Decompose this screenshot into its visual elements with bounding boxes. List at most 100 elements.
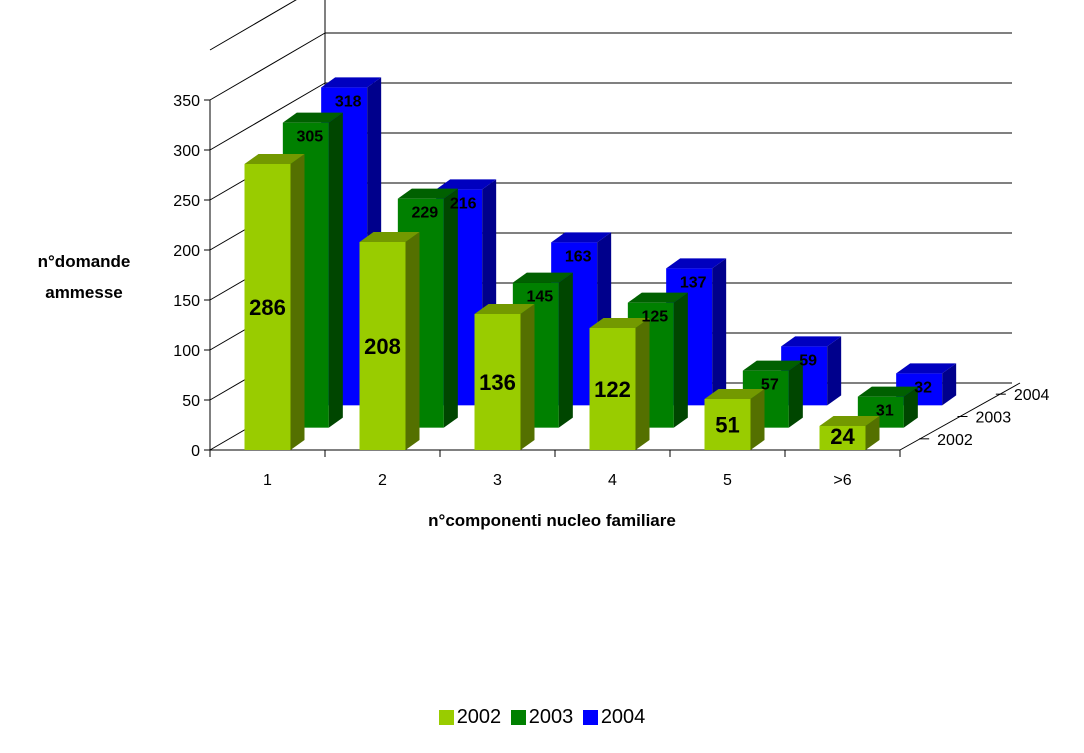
bar-top-face [896,363,957,374]
bar-front-face [704,399,751,450]
legend-swatch-2002 [438,710,454,725]
data-label: 318 [335,93,362,110]
bar-front-face [819,426,866,450]
bar-2002-2 [359,232,420,450]
legend: 2002 2003 2004 [0,706,1084,731]
x-tick-label: >6 [833,472,851,489]
labels: 318 216 163 137 59 32 305 229 145 125 57 31 286 208 13… [249,93,932,449]
data-label: 51 [715,413,739,438]
bar-front-face [589,328,636,450]
bar-side-face [405,232,420,450]
bar-top-face [359,232,420,242]
bar-side-face [712,258,727,406]
data-label: 31 [876,403,894,420]
bar-2002->6 [819,416,880,450]
data-label: 122 [594,377,631,402]
data-label: 163 [565,248,592,265]
depth-tick-label: 2003 [976,410,1012,427]
legend-item-2004: 2004 [582,706,646,729]
gridline-side [209,82,326,151]
y-axis-title-line1: n°domande [38,252,131,271]
bar-top-face [666,258,727,269]
bar-2002-5 [704,389,765,450]
bar-top-face [436,179,497,190]
bar-side-face [827,336,842,406]
bar-2004->6 [896,363,957,406]
depth-tick-label: 2004 [1014,387,1050,404]
y-tick-label: 150 [173,293,200,310]
data-label: 208 [364,334,401,359]
bar-side-face [942,363,957,406]
bar-side-face [788,360,803,428]
bar-front-face [359,242,406,450]
bar-side-face [520,304,535,450]
bar-side-face [673,292,688,428]
data-label: 24 [830,424,855,449]
data-label: 136 [479,370,516,395]
data-label: 32 [914,379,932,396]
y-tick-label: 100 [173,343,200,360]
legend-swatch-2004 [582,710,598,725]
bar-side-face [558,272,573,428]
x-tick-label: 2 [378,472,387,489]
x-tick-label: 1 [263,472,272,489]
x-tick-label: 4 [608,472,617,489]
bar-top-face [781,336,842,347]
legend-label-2004: 2004 [600,706,646,728]
bar-top-face [551,232,612,243]
bar-top-face [321,77,382,88]
data-label: 216 [450,195,477,212]
bar-front-face [474,314,521,450]
bar-top-face [589,318,650,328]
legend-item-2002: 2002 [438,706,502,729]
data-label: 57 [761,377,779,394]
bar-top-face [819,416,880,426]
data-label: 59 [799,352,817,369]
bar-side-face [750,389,765,450]
bar-2002-1 [244,154,305,450]
bar-2003-3 [512,272,573,428]
legend-swatch-2003 [510,710,526,725]
bar-top-face [857,386,918,397]
bar-2002-3 [474,304,535,450]
x-tick-label: 5 [723,472,732,489]
bar-top-face [282,112,343,123]
bar-top-face [512,272,573,283]
depth-tick-label: 2002 [937,432,973,449]
x-axis-title: n°componenti nucleo familiare [428,511,676,530]
y-tick-label: 300 [173,143,200,160]
gridline-side [209,32,326,101]
data-label: 229 [411,205,438,222]
bar-side-face [443,188,458,428]
bar-side-face [865,416,880,450]
legend-label-2003: 2003 [528,706,574,728]
y-tick-label: 200 [173,243,200,260]
data-label: 305 [296,129,323,146]
y-tick-label: 350 [173,93,200,110]
bar-top-face [474,304,535,314]
bar-front-face [244,164,291,450]
data-label: 125 [641,309,668,326]
bar-2002-4 [589,318,650,450]
bar-side-face [635,318,650,450]
y-tick-label: 0 [191,443,200,460]
legend-label-2002: 2002 [456,706,502,728]
data-label: 137 [680,274,707,291]
bars [244,77,957,450]
bar-side-face [328,112,343,428]
bar-side-face [290,154,305,450]
bar-top-face [244,154,305,164]
y-tick-label: 50 [182,393,200,410]
data-label: 286 [249,295,286,320]
bar-top-face [704,389,765,399]
bar-top-face [397,188,458,199]
bar-top-face [627,292,688,303]
legend-item-2003: 2003 [510,706,574,729]
data-label: 145 [526,289,553,306]
bar-side-face [903,386,918,428]
side-top-edge [209,0,297,51]
y-tick-label: 250 [173,193,200,210]
bar-top-face [742,360,803,371]
